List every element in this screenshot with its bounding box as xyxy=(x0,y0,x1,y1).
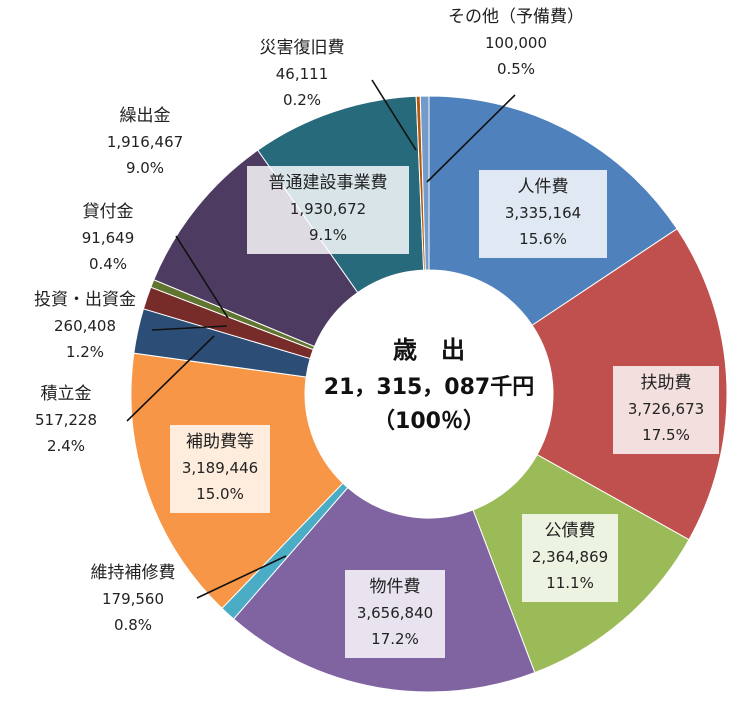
slice-13-percent-label: 0.5% xyxy=(497,60,535,78)
slice-7-leader-line xyxy=(126,335,215,422)
slice-8-name: 投資・出資金 xyxy=(34,290,136,310)
slice-9-leader-line xyxy=(175,235,229,319)
slice-9-percent-label: 0.4% xyxy=(89,255,127,273)
slice-13-leader-line xyxy=(426,94,516,183)
slice-2-percent-label: 17.5% xyxy=(642,426,690,444)
slice-8-leader-line xyxy=(151,325,228,331)
slice-13-name: その他（予備費） xyxy=(448,7,584,27)
slice-8-percent-label: 1.2% xyxy=(66,343,104,361)
slice-5-value-label: 179,560 xyxy=(102,590,164,608)
slice-1-name: 人件費 xyxy=(518,177,569,197)
slice-10-name: 繰出金 xyxy=(120,106,171,126)
slice-7-name: 積立金 xyxy=(41,384,92,404)
slice-12-percent-label: 0.2% xyxy=(283,91,321,109)
slice-6-percent-label: 15.0% xyxy=(196,485,244,503)
slice-11-label-box xyxy=(247,166,409,254)
slice-10-percent-label: 9.0% xyxy=(126,159,164,177)
slice-3-label-box xyxy=(522,514,618,602)
center-total: 21，315，087千円 xyxy=(324,375,534,400)
slice-4-label-box xyxy=(345,570,445,658)
slice-9-value-label: 91,649 xyxy=(82,229,135,247)
slice-3-value-label: 2,364,869 xyxy=(532,548,608,566)
slice-12-name: 災害復旧費 xyxy=(260,38,345,58)
slice-1-percent-label: 15.6% xyxy=(519,230,567,248)
slice-2-name: 扶助費 xyxy=(641,373,692,393)
slice-6-name: 補助費等 xyxy=(186,432,254,452)
slice-6-value-label: 3,189,446 xyxy=(182,459,258,477)
slice-1-label-box xyxy=(479,170,607,258)
slice-5-percent-label: 0.8% xyxy=(114,616,152,634)
center-percent: （100％） xyxy=(373,409,485,434)
slice-12-leader-line xyxy=(371,79,417,151)
slice-2-value-label: 3,726,673 xyxy=(628,400,704,418)
slice-2-label-box xyxy=(613,366,719,454)
slice-11-percent-label: 9.1% xyxy=(309,226,347,244)
slice-11-value-label: 1,930,672 xyxy=(290,200,366,218)
slice-13-value-label: 100,000 xyxy=(485,34,547,52)
slice-9-name: 貸付金 xyxy=(83,202,134,222)
slice-labels: 人件費 3,335,164 15.6% 扶助費 3,726,673 17.5% 公債費 2,3… xyxy=(34,7,719,658)
slice-4-value-label: 3,656,840 xyxy=(357,604,433,622)
slice-13-wedge xyxy=(419,95,430,271)
slice-11-name: 普通建設事業費 xyxy=(269,173,388,193)
slice-10-value-label: 1,916,467 xyxy=(107,133,183,151)
slice-5-name: 維持補修費 xyxy=(91,563,176,583)
center-title: 歳 出 xyxy=(393,336,465,364)
center-label: 歳 出 21，315，087千円 （100％） xyxy=(324,336,534,434)
leader-lines xyxy=(126,79,516,599)
slice-4-name: 物件費 xyxy=(370,577,421,597)
slice-5-leader-line xyxy=(196,555,287,599)
slice-7-percent-label: 2.4% xyxy=(47,437,85,455)
slice-8-value-label: 260,408 xyxy=(54,317,116,335)
slice-3-percent-label: 11.1% xyxy=(546,574,594,592)
slice-7-value-label: 517,228 xyxy=(35,411,97,429)
slice-1-value-label: 3,335,164 xyxy=(505,204,581,222)
slice-3-name: 公債費 xyxy=(545,521,596,541)
slice-12-value-label: 46,111 xyxy=(276,65,329,83)
slice-4-percent-label: 17.2% xyxy=(371,630,419,648)
slice-6-label-box xyxy=(170,425,270,513)
